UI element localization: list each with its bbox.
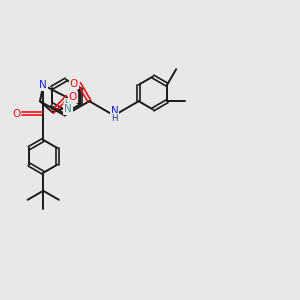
- Text: N: N: [39, 80, 47, 90]
- Text: O: O: [12, 109, 20, 118]
- Text: N: N: [111, 106, 119, 116]
- Text: H: H: [111, 114, 118, 123]
- Text: N: N: [64, 104, 72, 114]
- Text: O: O: [69, 92, 77, 102]
- Text: O: O: [70, 79, 78, 88]
- Text: H: H: [64, 98, 71, 107]
